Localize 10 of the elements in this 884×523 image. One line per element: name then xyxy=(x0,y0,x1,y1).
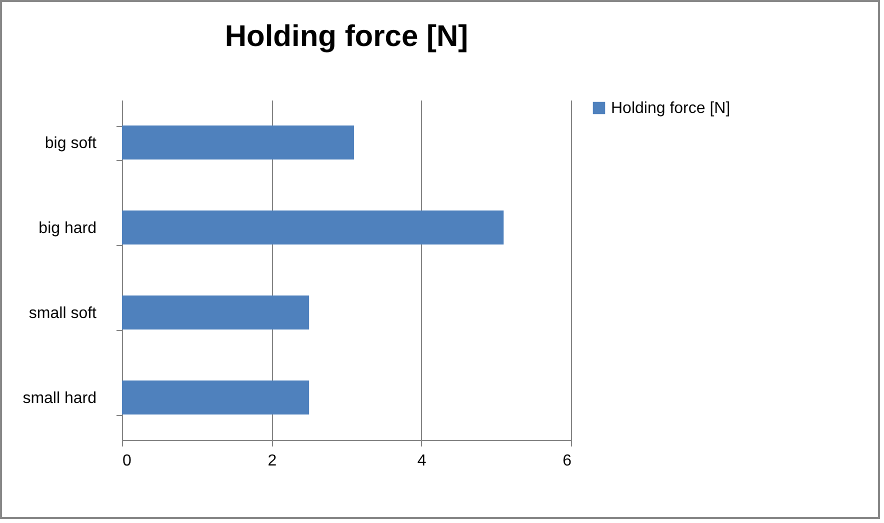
x-tick-label: 2 xyxy=(268,452,277,470)
y-tick-label: big hard xyxy=(38,220,96,237)
legend-label: Holding force [N] xyxy=(611,100,730,117)
y-tick-label: small soft xyxy=(28,305,98,322)
y-tick-label: big soft xyxy=(44,135,98,152)
chart-title: Holding force [N] xyxy=(224,20,468,53)
x-tick-label: 6 xyxy=(562,452,572,470)
x-tick-label: 0 xyxy=(122,452,132,470)
x-tick-label: 4 xyxy=(417,452,426,470)
y-tick-label: small hard xyxy=(22,390,96,407)
